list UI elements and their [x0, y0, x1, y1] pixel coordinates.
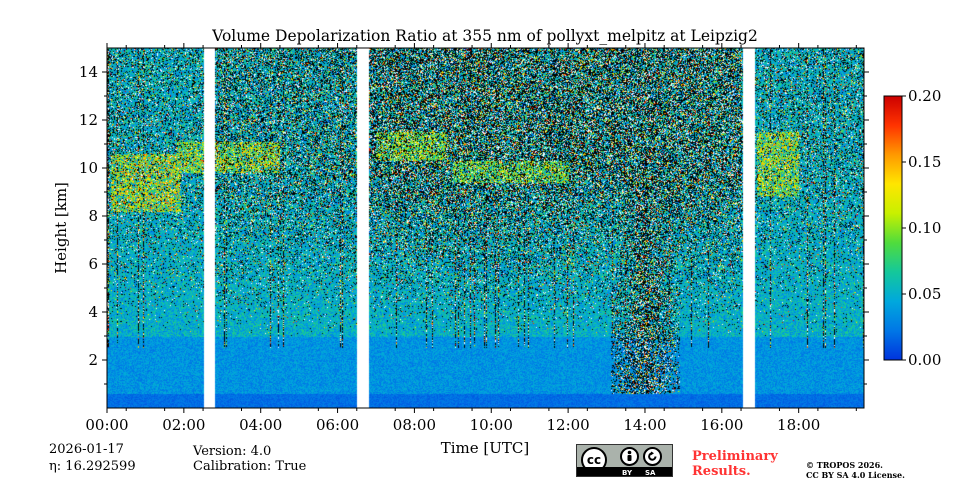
y-tick-label: 8: [88, 207, 98, 225]
colorbar-gradient: [883, 95, 903, 361]
preliminary-line-1: Preliminary: [692, 449, 778, 464]
x-tick-label: 04:00: [239, 416, 282, 434]
x-axis-label: Time [UTC]: [441, 439, 530, 457]
date-label: 2026-01-17: [49, 442, 124, 457]
y-tick-label: 2: [88, 351, 98, 369]
y-tick-label: 6: [88, 255, 98, 273]
plot-area: [106, 47, 865, 409]
plot-frame: [106, 47, 865, 409]
y-tick-label: 10: [79, 159, 98, 177]
colorbar: 0.00 0.05 0.10 0.15 0.20: [883, 87, 941, 369]
preliminary-line-2: Results.: [692, 464, 751, 479]
x-tick-label: 02:00: [162, 416, 205, 434]
sa-label: SA: [645, 469, 656, 477]
version-label: Version: 4.0: [193, 444, 272, 459]
x-tick-label: 12:00: [546, 416, 589, 434]
eta-label: η: 16.292599: [49, 459, 136, 474]
x-tick-label: 14:00: [623, 416, 666, 434]
x-tick-label: 18:00: [777, 416, 820, 434]
calibration-label: Calibration: True: [193, 459, 307, 474]
colorbar-tick-label: 0.00: [908, 351, 941, 369]
x-tick-label: 16:00: [700, 416, 743, 434]
cc-license-badge: cc BY SA: [576, 444, 673, 477]
heatmap-image: [107, 48, 864, 408]
share-alike-icon: [643, 447, 662, 466]
copyright-notice: © TROPOS 2026. CC BY SA 4.0 License.: [806, 460, 905, 480]
preliminary-notice: Preliminary Results.: [692, 449, 778, 479]
y-tick-label: 14: [79, 63, 98, 81]
copyright-line-1: © TROPOS 2026.: [806, 460, 883, 470]
x-tick-label: 06:00: [316, 416, 359, 434]
colorbar-tick-label: 0.20: [908, 87, 941, 105]
copyright-line-2: CC BY SA 4.0 License.: [806, 470, 905, 480]
y-tick-label: 4: [88, 303, 98, 321]
colorbar-tick-label: 0.15: [908, 153, 941, 171]
y-axis: 2 4 6 8 10 12 14: [79, 63, 869, 385]
by-label: BY: [622, 469, 633, 477]
x-axis: 00:00 02:00 04:00 06:00 08:00 10:00 12:00 14:00…: [85, 43, 857, 434]
chart-title: Volume Depolarization Ratio at 355 nm of…: [211, 27, 758, 45]
y-tick-label: 12: [79, 111, 98, 129]
x-tick-label: 00:00: [85, 416, 128, 434]
colorbar-tick-label: 0.10: [908, 219, 941, 237]
colorbar-tick-label: 0.05: [908, 285, 941, 303]
x-tick-label: 10:00: [470, 416, 513, 434]
by-person-icon: [620, 447, 639, 466]
y-axis-label: Height [km]: [52, 182, 70, 274]
x-tick-label: 08:00: [393, 416, 436, 434]
